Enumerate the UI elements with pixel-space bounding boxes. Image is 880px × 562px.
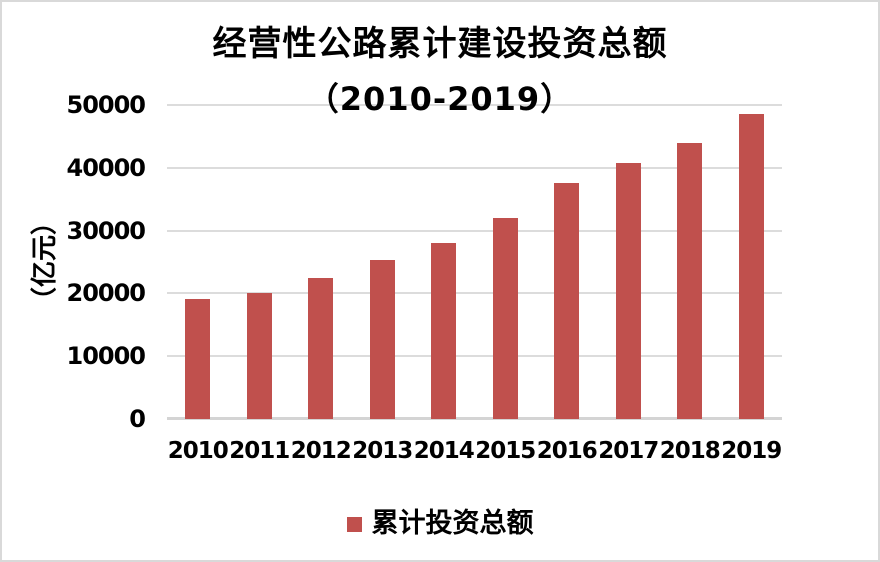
bar-2015 [492, 218, 518, 419]
x-tick-label: 2014 [413, 438, 475, 464]
bar-2016 [554, 182, 580, 419]
bar-2019 [738, 114, 764, 419]
x-tick-label: 2019 [721, 438, 782, 464]
y-axis-title: （亿元） [30, 209, 60, 314]
y-tick-label: 40000 [66, 153, 147, 182]
legend: 累计投资总额 [2, 508, 878, 540]
y-tick-label: 30000 [66, 216, 147, 245]
x-tick-label: 2011 [229, 438, 290, 464]
x-tick-label: 2016 [536, 438, 598, 464]
x-tick-label: 2018 [659, 438, 721, 464]
bar-2013 [369, 260, 395, 419]
x-tick-label: 2012 [290, 438, 352, 464]
bar-2014 [431, 243, 457, 419]
bar-2018 [677, 143, 703, 419]
x-tick-label: 2013 [352, 438, 413, 464]
x-axis-line [167, 417, 782, 420]
x-tick-label: 2010 [167, 438, 229, 464]
y-tick-label: 0 [129, 405, 146, 433]
gridline [167, 292, 782, 295]
gridline [167, 104, 782, 106]
chart-title-line2: （2010-2019） [306, 80, 574, 118]
bar-2010 [185, 299, 211, 419]
x-tick-label: 2015 [475, 438, 536, 464]
bar-2012 [308, 278, 334, 419]
gridline [167, 355, 782, 358]
chart-title-line1: 经营性公路累计建设投资总额 [212, 24, 668, 64]
x-tick-label: 2017 [598, 438, 659, 464]
gridline [167, 166, 782, 169]
legend-label: 累计投资总额 [371, 508, 534, 539]
y-tick-label: 10000 [66, 342, 147, 371]
chart-title: 经营性公路累计建设投资总额 （2010-2019） [2, 22, 878, 120]
gridline [167, 229, 782, 232]
legend-marker [346, 516, 362, 532]
bar-2011 [246, 293, 272, 419]
y-tick-label: 50000 [66, 91, 147, 119]
y-tick-label: 20000 [66, 279, 147, 308]
bar-2017 [615, 162, 641, 419]
